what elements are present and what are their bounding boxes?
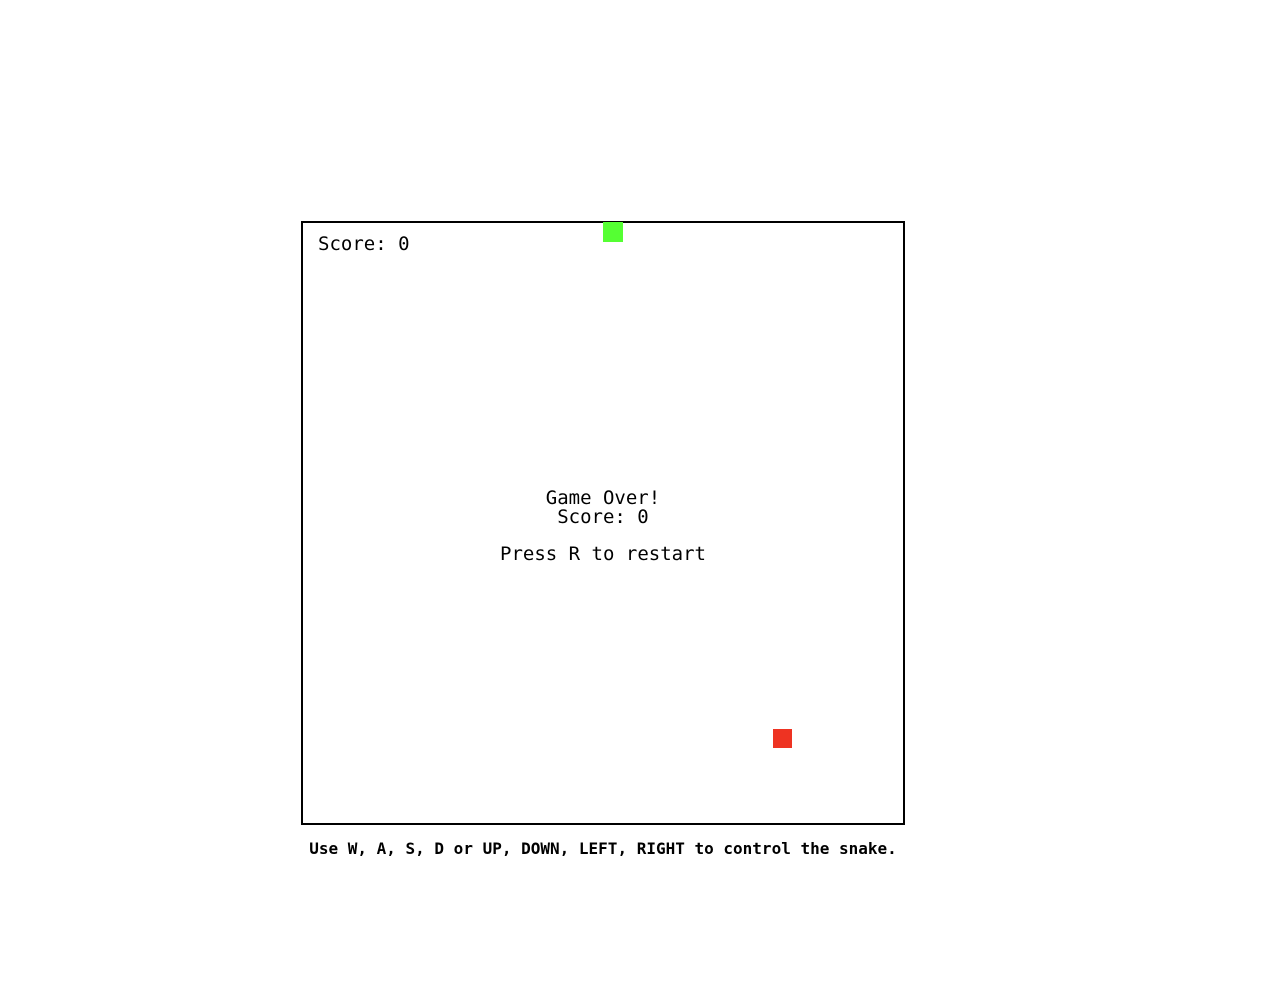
snake-head [603,222,623,242]
controls-instructions: Use W, A, S, D or UP, DOWN, LEFT, RIGHT … [309,839,897,858]
game-over-title: Game Over! [545,487,661,509]
final-score: Score: 0 [557,506,649,528]
restart-hint: Press R to restart [500,543,706,565]
food-pellet [773,729,792,748]
score-display: Score: 0 [318,233,410,255]
game-board[interactable]: Score: 0 Game Over! Score: 0 Press R to … [301,221,905,825]
